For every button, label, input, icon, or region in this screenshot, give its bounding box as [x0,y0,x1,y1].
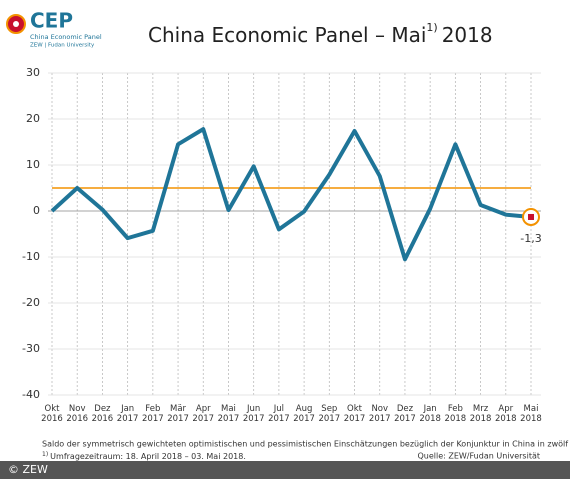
x-tick-label: Jun 2017 [242,404,265,424]
x-tick-label: Dez 2017 [394,404,416,424]
x-tick-label: Mrz 2018 [469,404,492,424]
x-tick-label: Dez 2016 [91,404,114,424]
footnote: Saldo der symmetrisch gewichteten optimi… [42,440,570,449]
y-tick-label: 30 [26,66,40,79]
x-tick-label: Aug 2017 [293,404,315,424]
logo-line2: ZEW | Fudan University [30,43,95,49]
footnote-period: Umfragezeitraum: 18. April 2018 – 03. Ma… [50,452,246,461]
title-year: 2018 [442,23,493,47]
footnote2: 1) Umfragezeitraum: 18. April 2018 – 03. … [42,451,246,461]
y-tick-label: 20 [26,112,40,125]
x-tick-label: Apr 2018 [494,404,517,424]
y-tick-label: -20 [22,296,40,309]
x-tick-label: Okt 2016 [41,404,63,424]
x-tick-label: Jul 2017 [268,404,290,424]
footnote-sup: 1) [42,451,48,458]
y-tick-label: -10 [22,250,40,263]
logo-line1: China Economic Panel [30,33,102,41]
x-tick-label: Mär 2017 [167,404,189,424]
x-tick-label: Mai 2018 [520,404,542,424]
x-tick-label: Apr 2017 [192,404,215,424]
y-tick-label: -30 [22,342,40,355]
logo-icon-dot [13,21,19,27]
x-tick-label: Jan 2017 [116,404,139,424]
copyright: © ZEW [8,463,48,476]
x-tick-label: Jan 2018 [419,404,441,424]
value-label: -1,3 [520,232,541,245]
x-tick-label: Nov 2016 [66,404,89,424]
source: Quelle: ZEW/Fudan Universität [417,452,540,461]
y-tick-label: 10 [26,158,40,171]
series-line [50,127,532,262]
footer-bar [0,461,570,479]
x-tick-label: Mai 2017 [217,404,240,424]
y-tick-label: 0 [33,204,40,217]
logo-name: CEP [30,9,73,33]
end-marker-core [528,213,534,220]
x-tick-label: Sep 2017 [318,404,341,424]
y-tick-label: -40 [22,388,40,401]
x-tick-label: Feb 2017 [142,404,164,424]
title-main: China Economic Panel – Mai [148,23,426,47]
x-tick-label: Feb 2018 [444,404,467,424]
chart-title: China Economic Panel – Mai1) 2018 [148,21,493,47]
title-sup: 1) [426,21,437,34]
x-tick-label: Okt 2017 [343,404,366,424]
x-tick-label: Nov 2017 [368,404,391,424]
